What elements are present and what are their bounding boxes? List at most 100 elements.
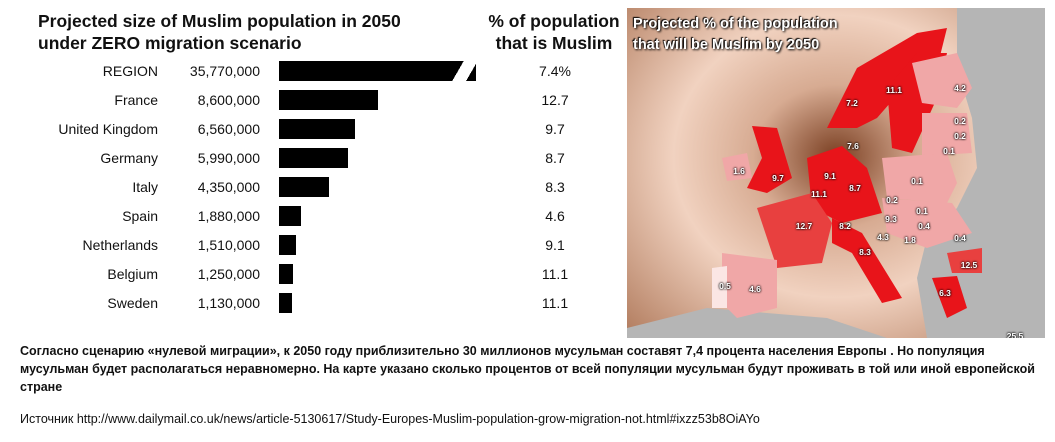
map-value-label: 1.8: [904, 235, 916, 245]
percent-label: 8.7: [545, 150, 565, 166]
map-value-label: 7.2: [846, 98, 858, 108]
percent-label: 4.6: [545, 208, 565, 224]
map-value-label: 9.1: [824, 171, 836, 181]
map-value-label: 8.2: [839, 221, 851, 231]
map-value-label: 0.5: [719, 281, 731, 291]
percent-column-header: % of population that is Muslim: [486, 10, 622, 54]
map-value-label: 4.3: [877, 232, 889, 242]
france-shape: [757, 193, 832, 268]
map-value-label: 7.6: [847, 141, 859, 151]
value-label: 1,250,000: [197, 266, 260, 282]
map-value-label: 0.4: [918, 221, 930, 231]
bar: [279, 206, 301, 226]
percent-label: 12.7: [541, 92, 569, 108]
map-value-label: 4.6: [749, 284, 761, 294]
map-value-label: 11.1: [885, 85, 903, 95]
europe-map: Projected % of the population that will …: [627, 8, 1045, 338]
value-label: 5,990,000: [197, 150, 260, 166]
chart-title-line-1: Projected size of Muslim population in 2…: [38, 11, 401, 31]
uk-shape: [747, 126, 792, 193]
value-label: 6,560,000: [197, 121, 260, 137]
eastern-europe-shape: [882, 198, 972, 248]
italy-shape: [832, 218, 902, 303]
map-value-label: 0.1: [911, 176, 923, 186]
map-value-label: 1.6: [733, 166, 745, 176]
category-label: Sweden: [107, 295, 158, 311]
category-label: Spain: [122, 208, 158, 224]
category-label: United Kingdom: [58, 121, 158, 137]
chart-row: REGION 35,770,000 7.4%: [0, 61, 620, 83]
map-value-label: 9.7: [772, 173, 784, 183]
ireland-shape: [722, 153, 752, 181]
africa-landmass: [627, 308, 887, 338]
value-label: 1,880,000: [197, 208, 260, 224]
value-label: 1,510,000: [197, 237, 260, 253]
category-label: Germany: [100, 150, 158, 166]
category-label: REGION: [102, 63, 158, 79]
chart-row: Spain 1,880,000 4.6: [0, 206, 620, 228]
value-label: 4,350,000: [197, 179, 260, 195]
map-value-label: 6.3: [939, 288, 951, 298]
map-value-label: 0.1: [916, 206, 928, 216]
map-value-label: 9.3: [885, 214, 897, 224]
map-title: Projected % of the population that will …: [633, 14, 838, 56]
percent-label: 8.3: [545, 179, 565, 195]
percent-label: 11.1: [541, 266, 569, 282]
category-label: Netherlands: [82, 237, 159, 253]
percent-header-line-1: % of population: [488, 11, 620, 31]
bar: [279, 90, 378, 110]
finland-shape: [912, 53, 972, 108]
greece-shape: [932, 276, 967, 318]
bar: [279, 148, 348, 168]
bar: [279, 61, 476, 81]
bar: [279, 293, 292, 313]
map-value-label: 0.4: [954, 233, 966, 243]
poland-shape: [882, 153, 957, 203]
percent-label: 9.1: [545, 237, 565, 253]
percent-header-line-2: that is Muslim: [495, 33, 613, 53]
caption-text: Согласно сценарию «нулевой миграции», к …: [20, 344, 1035, 394]
percent-label: 7.4%: [539, 63, 571, 79]
map-value-label: 12.5: [960, 260, 978, 270]
map-value-label: 0.2: [886, 195, 898, 205]
map-value-label: 11.1: [810, 189, 828, 199]
map-value-label: 25.5: [1006, 331, 1024, 338]
percent-label: 11.1: [541, 295, 569, 311]
value-label: 35,770,000: [189, 63, 260, 79]
spain-shape: [722, 253, 777, 318]
source-text: Источник http://www.dailymail.co.uk/news…: [20, 412, 760, 426]
chart-title: Projected size of Muslim population in 2…: [38, 10, 478, 54]
map-value-label: 12.7: [795, 221, 813, 231]
chart-row: United Kingdom 6,560,000 9.7: [0, 119, 620, 141]
baltics-shape: [922, 113, 972, 156]
map-value-label: 0.2: [954, 131, 966, 141]
central-europe-shape: [807, 146, 882, 223]
map-value-label: 8.3: [859, 247, 871, 257]
bulgaria-shape: [947, 248, 982, 273]
bar: [279, 177, 330, 197]
chart-row: Sweden 1,130,000 11.1: [0, 293, 620, 315]
category-label: Belgium: [107, 266, 158, 282]
map-value-label: 0.1: [943, 146, 955, 156]
value-label: 8,600,000: [197, 92, 260, 108]
portugal-shape: [712, 266, 727, 308]
map-value-label: 8.7: [849, 183, 861, 193]
map-title-line-1: Projected % of the population: [633, 16, 838, 32]
chart-title-line-2: under ZERO migration scenario: [38, 33, 302, 53]
value-label: 1,130,000: [197, 295, 260, 311]
chart-row: Netherlands 1,510,000 9.1: [0, 235, 620, 257]
chart-row: France 8,600,000 12.7: [0, 90, 620, 112]
category-label: Italy: [132, 179, 158, 195]
bar: [279, 235, 297, 255]
bar: [279, 119, 355, 139]
chart-row: Germany 5,990,000 8.7: [0, 148, 620, 170]
bar: [279, 264, 294, 284]
chart-row: Italy 4,350,000 8.3: [0, 177, 620, 199]
percent-label: 9.7: [545, 121, 565, 137]
map-value-label: 0.2: [954, 116, 966, 126]
map-value-label: 4.2: [954, 83, 966, 93]
map-shapes: [627, 8, 1045, 338]
chart-row: Belgium 1,250,000 11.1: [0, 264, 620, 286]
category-label: France: [114, 92, 158, 108]
map-title-line-2: that will be Muslim by 2050: [633, 37, 820, 53]
